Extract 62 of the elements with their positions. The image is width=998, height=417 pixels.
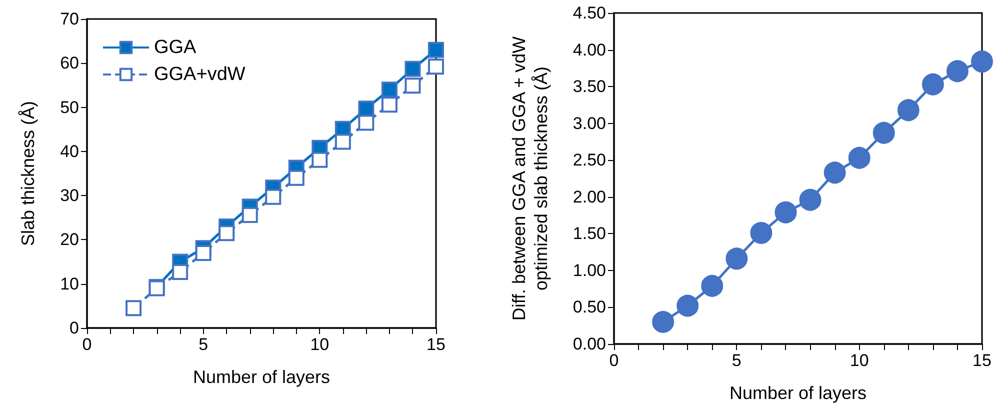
y-tick-label: 2.50 [572,150,606,170]
y-tick-label: 50 [60,98,79,117]
point [428,42,444,58]
point [358,114,374,131]
point [676,294,699,317]
point [922,73,944,96]
x-tick-label: 0 [82,335,92,354]
point [126,300,142,316]
y-tick-label: 20 [60,230,79,250]
x-tick-label: 5 [198,335,208,354]
y-tick-label: 70 [60,10,79,28]
point [946,60,968,82]
y-tick-label: 30 [60,186,79,206]
y-tick-label: 4.50 [572,4,606,22]
y-axis-title: Slab thickness (Å) [18,100,38,246]
x-tick-label: 10 [310,335,330,354]
point [242,206,258,223]
x-axis-title: Number of layers [729,383,867,403]
point [971,50,993,73]
x-tick-label: 15 [972,351,992,370]
point [381,82,398,98]
point [824,162,846,184]
y-tick-label: 0 [70,318,79,338]
x-tick-label: 10 [850,351,869,370]
point [799,188,822,211]
x-tick-label: 5 [732,351,742,370]
y-tick-label: 10 [60,274,79,294]
y-tick-label: 2.00 [572,187,606,206]
y-tick-label: 4.00 [572,40,606,60]
point [404,78,421,94]
point [288,170,304,186]
y-tick-label: 1.00 [572,260,606,280]
point [404,60,421,77]
legend-label: GGA [154,37,197,58]
point [312,152,328,168]
y-tick-label: 40 [60,142,79,161]
y-tick-label: 0.00 [572,334,606,354]
y-axis-title: Diff. between GGA and GGA + vdW optimized slab thickness (Å) [509,36,551,321]
point [218,225,235,242]
x-tick-label: 15 [426,335,446,354]
y-tick-label: 1.50 [572,224,606,244]
y-tick-label: 3.50 [572,77,606,96]
point [652,310,674,333]
point [774,201,797,224]
x-axis-title: Number of layers [192,367,330,387]
y-tick-label: 60 [60,54,79,73]
legend-label: GGA+vdW [154,64,246,85]
point [334,134,351,150]
point [750,222,772,244]
y-tick-label: 0.50 [572,298,606,317]
point [872,122,895,144]
point [172,264,188,280]
point [701,274,724,297]
point [848,146,870,169]
y-tick-label: 3.00 [572,114,606,133]
point [265,188,282,205]
point [726,248,748,270]
point [897,99,920,122]
point [381,96,398,113]
x-tick-label: 0 [609,351,619,370]
point [428,58,444,75]
point [195,244,212,261]
